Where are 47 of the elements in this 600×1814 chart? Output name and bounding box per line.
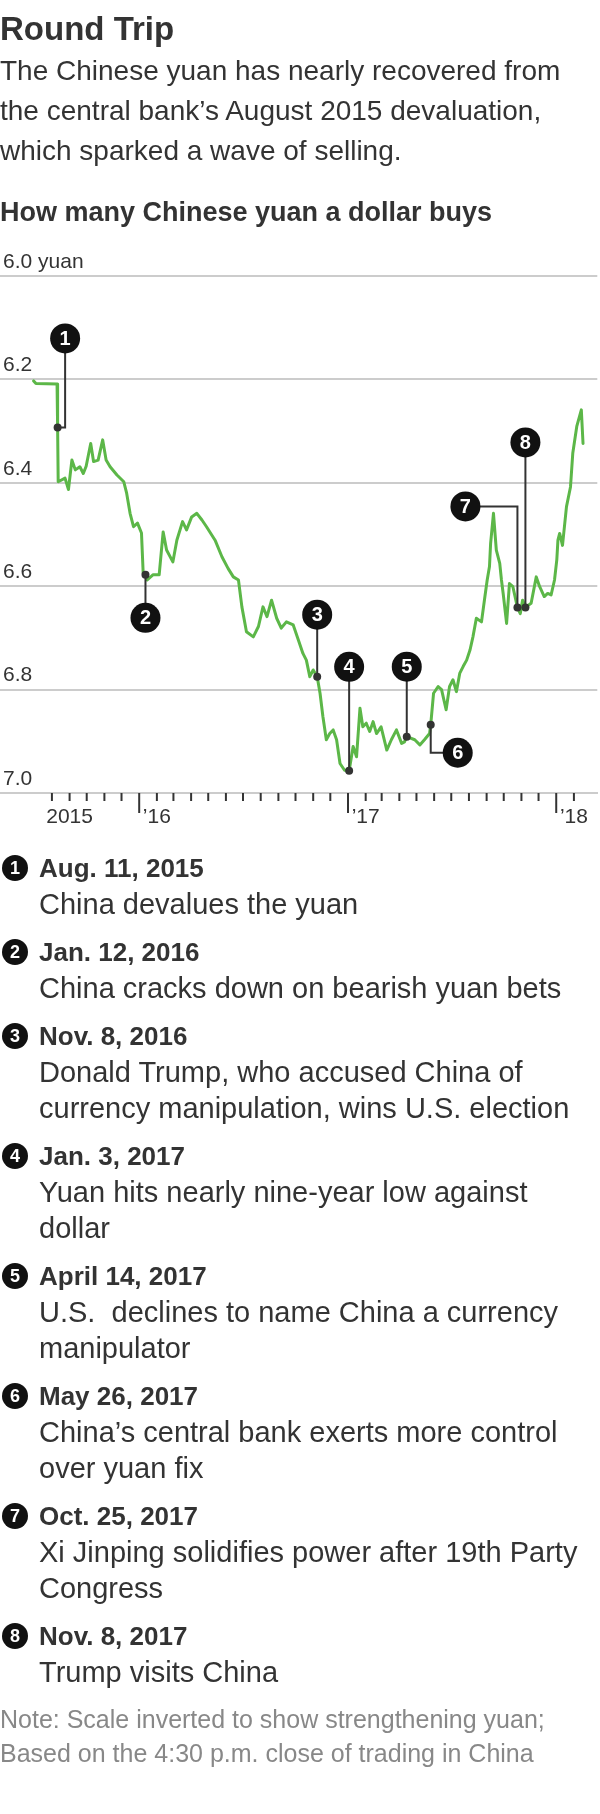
annotation: 5 bbox=[401, 655, 413, 678]
text: Jan. 12, 2016 bbox=[39, 936, 201, 969]
annotation: 1 bbox=[59, 327, 71, 349]
text: U.S. declines to name China a currency manipulator bbox=[39, 1295, 560, 1366]
y-tick-label: 6.4 bbox=[3, 455, 33, 479]
number-badge: 4 bbox=[2, 1143, 28, 1169]
text: Note: Scale inverted to show strengthening yuan; bbox=[0, 1704, 546, 1735]
x-tick-label: ’16 bbox=[142, 804, 171, 828]
annotation: 3 bbox=[311, 603, 323, 626]
number-badge: 5 bbox=[2, 1263, 28, 1289]
y-tick-label: 6.6 bbox=[3, 559, 33, 582]
text: Donald Trump, who accused China of currency manipulation, wins U.S. election bbox=[39, 1055, 571, 1126]
text: Trump visits China bbox=[39, 1655, 280, 1690]
annotation: 7 bbox=[459, 494, 471, 517]
number-badge: 2 bbox=[2, 939, 28, 965]
text: China’s central bank exerts more control over yuan fix bbox=[39, 1415, 559, 1486]
annotation: 4 bbox=[343, 655, 356, 678]
text: Jan. 3, 2017 bbox=[39, 1140, 186, 1173]
text: Yuan hits nearly nine-year low against dollar bbox=[39, 1175, 529, 1246]
text: Aug. 11, 2015 bbox=[39, 852, 205, 885]
annotation: 8 bbox=[519, 430, 531, 453]
text: April 14, 2017 bbox=[39, 1260, 208, 1293]
chart-title: Round Trip bbox=[0, 9, 175, 49]
text: Nov. 8, 2017 bbox=[39, 1620, 189, 1653]
annotation: 6 bbox=[452, 741, 464, 764]
number-badge: 6 bbox=[2, 1383, 28, 1409]
number-badge: 1 bbox=[2, 855, 28, 881]
y-axis-title: How many Chinese yuan a dollar buys bbox=[0, 196, 493, 229]
y-tick-label: 6.0 yuan bbox=[3, 248, 84, 272]
text: Oct. 25, 2017 bbox=[39, 1500, 199, 1533]
text: Nov. 8, 2016 bbox=[39, 1020, 189, 1053]
text: China cracks down on bearish yuan bets bbox=[39, 971, 563, 1006]
number-badge: 8 bbox=[2, 1623, 28, 1649]
text: China devalues the yuan bbox=[39, 887, 360, 922]
x-tick-label: ’18 bbox=[559, 804, 588, 828]
chart-subtitle: The Chinese yuan has nearly recovered from the central bank’s August 2015 devaluation, which sparked a wave of selling. bbox=[0, 54, 562, 168]
text: Xi Jinping solidifies power after 19th Party Congress bbox=[39, 1535, 579, 1606]
y-tick-label: 6.8 bbox=[3, 662, 33, 686]
y-tick-label: 6.2 bbox=[3, 352, 33, 376]
x-tick-label: ’17 bbox=[351, 804, 380, 828]
number-badge: 3 bbox=[2, 1023, 28, 1049]
annotation: 2 bbox=[139, 606, 152, 629]
text: Based on the 4:30 p.m. close of trading in China bbox=[0, 1738, 535, 1769]
number-badge: 7 bbox=[2, 1503, 28, 1529]
text: May 26, 2017 bbox=[39, 1380, 199, 1413]
x-tick-label: 2015 bbox=[46, 804, 93, 828]
y-tick-label: 7.0 bbox=[3, 765, 33, 789]
